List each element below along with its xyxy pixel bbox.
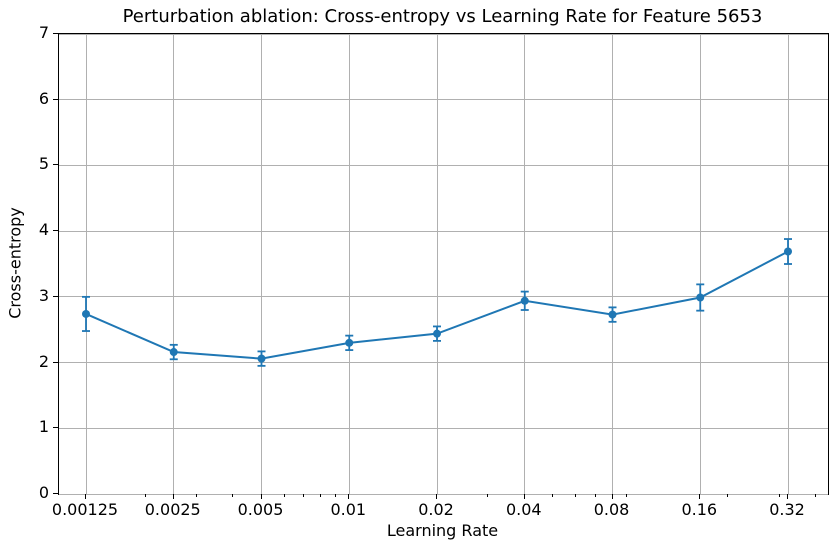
x-axis-minor-tick — [320, 494, 321, 497]
x-grid-line — [612, 34, 613, 494]
x-axis-minor-tick — [232, 494, 234, 497]
data-point-marker — [520, 296, 529, 305]
data-point-marker — [169, 348, 178, 357]
y-axis-tick — [53, 98, 58, 100]
plot-area — [58, 33, 829, 495]
y-grid-line — [59, 296, 828, 298]
y-tick-label: 5 — [38, 154, 49, 174]
x-axis-tick — [85, 494, 86, 499]
x-tick-label: 0.04 — [505, 500, 542, 519]
y-grid-line — [59, 493, 828, 495]
x-axis-minor-tick — [551, 494, 553, 497]
y-axis-tick — [53, 493, 58, 494]
y-tick-label: 6 — [38, 88, 49, 108]
y-axis-tick — [53, 33, 58, 34]
data-point-marker — [257, 354, 266, 363]
x-grid-line — [85, 34, 87, 494]
x-axis-tick — [611, 494, 613, 499]
data-point-marker — [433, 329, 441, 338]
x-tick-label: 0.02 — [418, 500, 454, 519]
x-axis-tick — [436, 494, 437, 499]
x-axis-minor-tick — [815, 494, 817, 497]
y-grid-line — [59, 362, 828, 364]
x-tick-label: 0.16 — [681, 500, 718, 519]
y-tick-label: 2 — [38, 351, 49, 371]
x-axis-label: Learning Rate — [386, 521, 499, 540]
x-grid-line — [348, 34, 350, 494]
x-axis-minor-tick — [195, 494, 197, 497]
data-series-layer — [82, 238, 792, 367]
y-tick-label: 0 — [38, 483, 49, 502]
x-grid-line — [261, 34, 262, 494]
x-axis-tick — [787, 494, 788, 499]
x-tick-label: 0.00125 — [51, 500, 119, 519]
x-axis-minor-tick — [727, 494, 729, 497]
x-axis-minor-tick — [575, 494, 577, 497]
y-tick-label: 4 — [38, 220, 49, 240]
x-axis-tick — [348, 494, 350, 499]
x-axis-minor-tick — [144, 494, 146, 497]
x-axis-minor-tick — [283, 494, 285, 497]
x-grid-line — [699, 34, 701, 494]
x-axis-tick — [699, 494, 701, 499]
x-tick-label: 0.01 — [330, 500, 367, 519]
y-grid-line — [59, 99, 828, 101]
x-tick-label: 0.32 — [769, 500, 805, 519]
x-axis-minor-tick — [778, 494, 780, 497]
x-axis-minor-tick — [626, 494, 628, 497]
x-axis-minor-tick — [594, 494, 596, 497]
y-tick-label: 7 — [38, 23, 49, 42]
x-tick-label: 0.0025 — [144, 500, 201, 519]
x-axis-tick — [260, 494, 262, 499]
y-axis-tick — [53, 361, 58, 363]
x-tick-label: 0.005 — [237, 500, 284, 519]
x-axis-minor-tick — [303, 494, 305, 497]
y-grid-line — [59, 230, 828, 232]
data-line — [85, 250, 789, 360]
x-grid-line — [436, 34, 438, 494]
x-grid-line — [524, 34, 526, 494]
y-axis-tick — [53, 164, 58, 166]
y-grid-line — [59, 33, 828, 35]
y-grid-line — [59, 164, 828, 166]
chart-title: Perturbation ablation: Cross-entropy vs … — [122, 6, 763, 27]
data-point-marker — [345, 338, 354, 347]
x-axis-tick — [523, 494, 525, 499]
y-tick-label: 3 — [38, 285, 49, 305]
data-point-marker — [784, 247, 792, 256]
x-tick-label: 0.08 — [593, 500, 630, 519]
data-point-marker — [82, 309, 90, 318]
x-grid-line — [173, 34, 175, 494]
x-axis-minor-tick — [487, 494, 489, 497]
y-axis-tick — [53, 427, 58, 429]
y-axis-tick — [53, 230, 58, 232]
x-axis-tick — [172, 494, 174, 499]
y-tick-label: 1 — [38, 417, 49, 437]
data-point-marker — [696, 293, 705, 302]
y-axis-tick — [53, 295, 58, 297]
x-axis-minor-tick — [334, 494, 336, 497]
data-point-marker — [608, 310, 617, 319]
y-grid-line — [59, 427, 828, 429]
